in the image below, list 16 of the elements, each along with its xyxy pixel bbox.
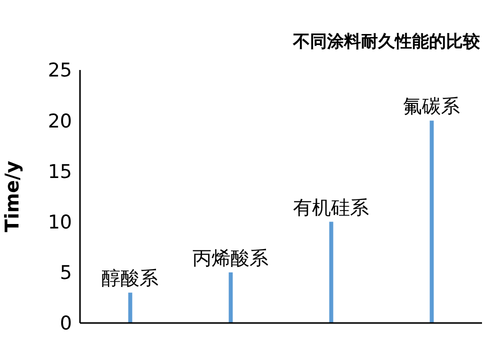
- y-tick-label: 15: [48, 160, 72, 183]
- x-tick-label: 氟碳系: [403, 96, 460, 118]
- y-tick-label: 10: [48, 212, 72, 234]
- y-tick-label: 5: [60, 262, 72, 284]
- chart-title: 不同涂料耐久性能的比较: [293, 31, 480, 53]
- bar: [430, 120, 434, 323]
- bar: [329, 222, 334, 323]
- x-tick-label: 丙烯酸系: [192, 247, 269, 270]
- y-axis-title: Time/y: [2, 160, 24, 232]
- y-tick-label: 0: [60, 312, 72, 335]
- x-tick-label: 有机硅系: [293, 196, 370, 219]
- y-tick-label: 20: [48, 110, 72, 132]
- bar: [128, 292, 132, 323]
- y-tick-label: 25: [48, 60, 72, 82]
- bar: [228, 272, 233, 323]
- x-tick-label: 醇酸系: [102, 268, 159, 290]
